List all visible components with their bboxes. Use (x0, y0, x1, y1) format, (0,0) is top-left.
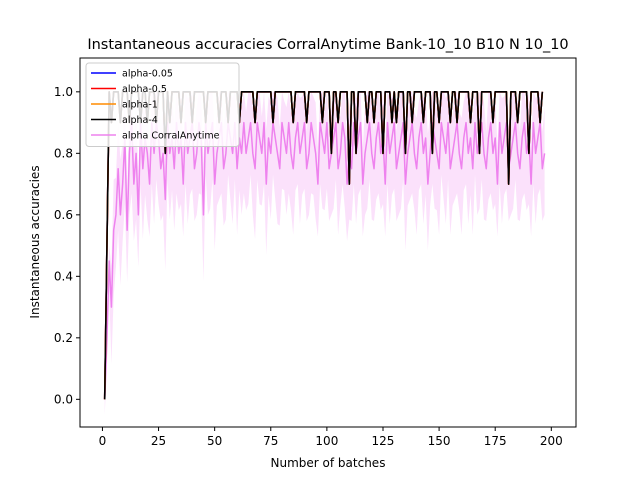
y-tick-label: 0.6 (54, 208, 73, 222)
y-tick-label: 0.8 (54, 146, 73, 160)
y-tick-label: 0.0 (54, 392, 73, 406)
y-axis-label: Instantaneous accuracies (28, 165, 42, 318)
x-tick-label: 200 (540, 434, 563, 448)
chart-title: Instantaneous accuracies CorralAnytime B… (87, 37, 568, 53)
legend-label-alpha-4: alpha-4 (122, 115, 158, 126)
x-tick-label: 0 (99, 434, 107, 448)
y-tick-label: 0.2 (54, 331, 73, 345)
x-tick-label: 150 (428, 434, 451, 448)
legend-label-alpha-1: alpha-1 (122, 100, 158, 111)
x-axis-ticks: 0 25 50 75 100 125 150 175 200 (99, 427, 563, 448)
x-tick-label: 100 (315, 434, 338, 448)
legend-label-alpha-corralanytime: alpha CorralAnytime (122, 131, 220, 142)
x-tick-label: 75 (263, 434, 278, 448)
plot-area (103, 91, 546, 415)
y-tick-label: 1.0 (54, 85, 73, 99)
y-axis-ticks: 0.0 0.2 0.4 0.6 0.8 1.0 (54, 85, 80, 406)
axes-frame (79, 57, 577, 428)
x-tick-label: 25 (151, 434, 166, 448)
x-axis-label: Number of batches (271, 456, 386, 470)
legend-label-alpha-0-05: alpha-0.05 (122, 69, 173, 80)
x-tick-label: 125 (372, 434, 395, 448)
legend: alpha-0.05 alpha-0.5 alpha-1 alpha-4 alpha C… (85, 62, 240, 147)
x-tick-label: 175 (484, 434, 507, 448)
x-tick-label: 50 (207, 434, 222, 448)
legend-box (85, 62, 240, 147)
y-tick-label: 0.4 (54, 269, 73, 283)
legend-label-alpha-0-5: alpha-0.5 (122, 84, 167, 95)
